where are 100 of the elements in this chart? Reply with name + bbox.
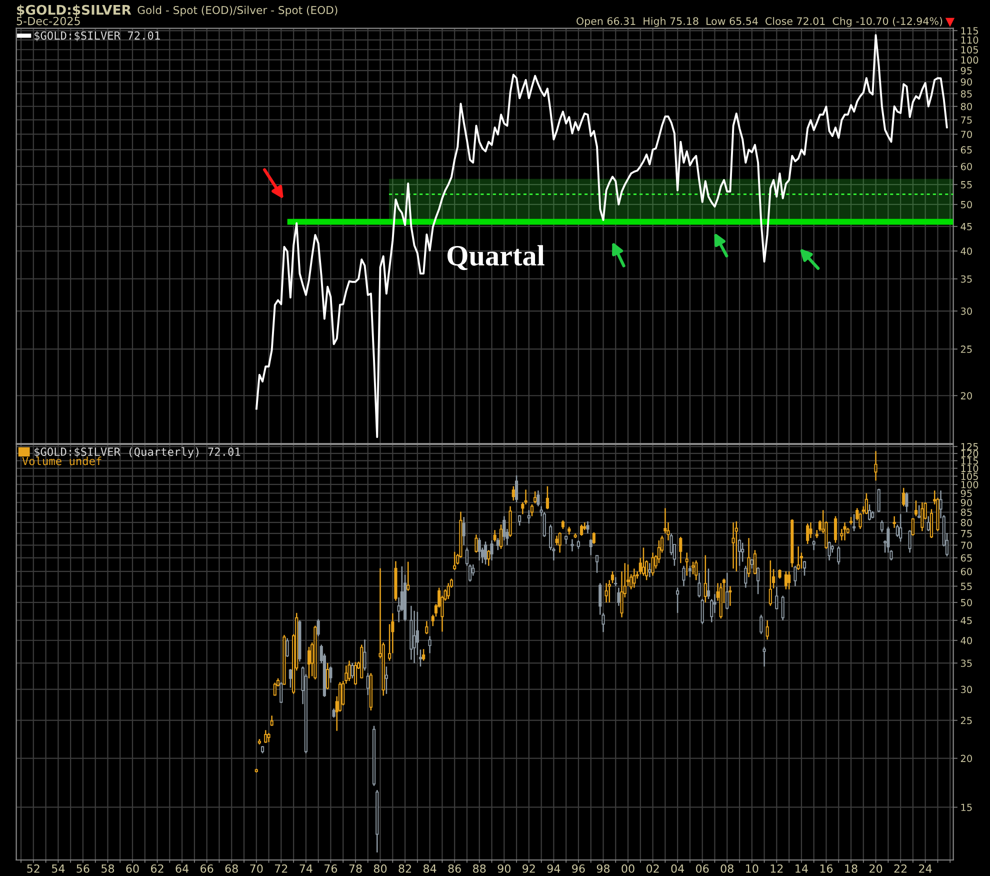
x-tick-label: 54 xyxy=(52,864,65,873)
x-tick-label: 14 xyxy=(796,864,808,873)
x-tick-label: 24 xyxy=(919,864,932,873)
candlestick xyxy=(617,587,620,606)
x-tick-label: 52 xyxy=(27,864,40,873)
x-tick-label: 96 xyxy=(572,864,585,873)
text: 5-Dec-2025 xyxy=(16,16,80,26)
candlestick xyxy=(726,572,729,610)
candlestick xyxy=(558,532,562,554)
candlestick xyxy=(493,529,496,542)
candlestick xyxy=(530,504,534,517)
chart-subtitle: Gold - Spot (EOD)/Silver - Spot (EOD) xyxy=(138,6,338,16)
y-tick-label: 80 xyxy=(960,102,972,110)
y-tick-label: 15 xyxy=(961,804,972,812)
candlestick xyxy=(570,538,574,552)
x-tick-label: 18 xyxy=(845,864,858,873)
candlestick xyxy=(406,561,410,592)
candlestick xyxy=(496,537,500,551)
candlestick xyxy=(472,564,475,576)
candlestick xyxy=(614,576,618,587)
legend-label: $GOLD:$SILVER 72.01 xyxy=(34,31,160,42)
x-tick-label: 80 xyxy=(374,864,387,873)
candlestick xyxy=(902,487,906,507)
candlestick xyxy=(514,474,518,504)
candlestick xyxy=(732,522,735,570)
candlestick xyxy=(267,732,270,743)
y-tick-label: 120 xyxy=(961,450,978,458)
candlestick xyxy=(316,618,320,637)
y-tick-label: 115 xyxy=(961,457,978,465)
candlestick xyxy=(682,565,686,587)
candlestick xyxy=(930,508,934,539)
y-tick-label: 105 xyxy=(961,472,978,480)
candlestick xyxy=(920,502,924,532)
y-tick-label: 35 xyxy=(960,275,972,283)
candlestick xyxy=(794,565,797,587)
candlestick xyxy=(775,586,778,610)
x-tick-label: 00 xyxy=(622,864,634,873)
candlestick xyxy=(536,490,540,507)
candlestick xyxy=(766,620,769,640)
y-tick-label: 60 xyxy=(960,162,972,170)
candlestick xyxy=(741,542,744,562)
candlestick xyxy=(586,520,590,534)
candlestick xyxy=(270,715,274,726)
candlestick xyxy=(852,514,856,532)
candlestick xyxy=(713,593,716,614)
y-tick-label: 70 xyxy=(961,130,972,138)
candlestick xyxy=(425,620,428,635)
candlestick xyxy=(734,520,738,572)
candlestick xyxy=(502,516,506,541)
legend-label: $GOLD:$SILVER (Quarterly) 72.01 xyxy=(34,447,240,458)
candlestick xyxy=(329,666,332,684)
x-tick-label: 20 xyxy=(870,864,882,873)
candlestick xyxy=(834,516,838,544)
x-tick-label: 88 xyxy=(473,864,486,873)
candlestick xyxy=(700,598,704,625)
candlestick xyxy=(412,610,416,664)
candlestick xyxy=(843,522,846,541)
candlestick xyxy=(688,565,692,578)
x-tick-label: 62 xyxy=(150,864,164,873)
y-tick-label: 60 xyxy=(960,568,972,576)
y-tick-label: 45 xyxy=(960,223,972,230)
candlestick xyxy=(877,488,880,513)
x-tick-label: 98 xyxy=(596,864,610,873)
y-tick-label: 35 xyxy=(960,660,972,667)
candlestick xyxy=(899,514,902,542)
candlestick xyxy=(264,730,268,744)
candlestick xyxy=(802,560,806,576)
y-tick-label: 100 xyxy=(961,56,978,64)
candlestick xyxy=(484,540,488,566)
y-tick-label: 65 xyxy=(960,554,972,562)
x-tick-label: 78 xyxy=(349,864,362,873)
y-tick-label: 20 xyxy=(960,392,972,400)
candlestick xyxy=(837,546,840,566)
x-tick-label: 82 xyxy=(398,864,412,873)
y-tick-label: 50 xyxy=(960,598,972,606)
x-tick-label: 56 xyxy=(76,864,90,873)
candlestick xyxy=(487,549,490,566)
y-tick-label: 55 xyxy=(960,582,972,590)
x-tick-label: 94 xyxy=(547,864,560,873)
candlestick xyxy=(288,668,292,688)
candlestick xyxy=(418,648,422,668)
y-tick-label: 90 xyxy=(960,78,972,86)
candlestick xyxy=(676,587,680,614)
y-tick-label: 95 xyxy=(960,490,972,498)
candlestick xyxy=(344,664,348,684)
candlestick xyxy=(670,532,673,556)
y-tick-label: 30 xyxy=(960,308,972,315)
candlestick xyxy=(348,660,351,682)
x-tick-label: 92 xyxy=(522,864,535,873)
x-tick-label: 10 xyxy=(746,864,758,873)
candlestick xyxy=(546,486,549,510)
candlestick xyxy=(326,662,330,690)
candlestick xyxy=(728,586,732,606)
x-tick-label: 64 xyxy=(176,864,188,873)
chart-title: $GOLD:$SILVER xyxy=(17,4,132,17)
y-tick-label: 110 xyxy=(961,36,978,44)
candlestick xyxy=(474,534,478,554)
candlestick xyxy=(518,514,522,526)
y-tick-label: 25 xyxy=(960,716,972,724)
y-tick-label: 80 xyxy=(960,518,972,526)
